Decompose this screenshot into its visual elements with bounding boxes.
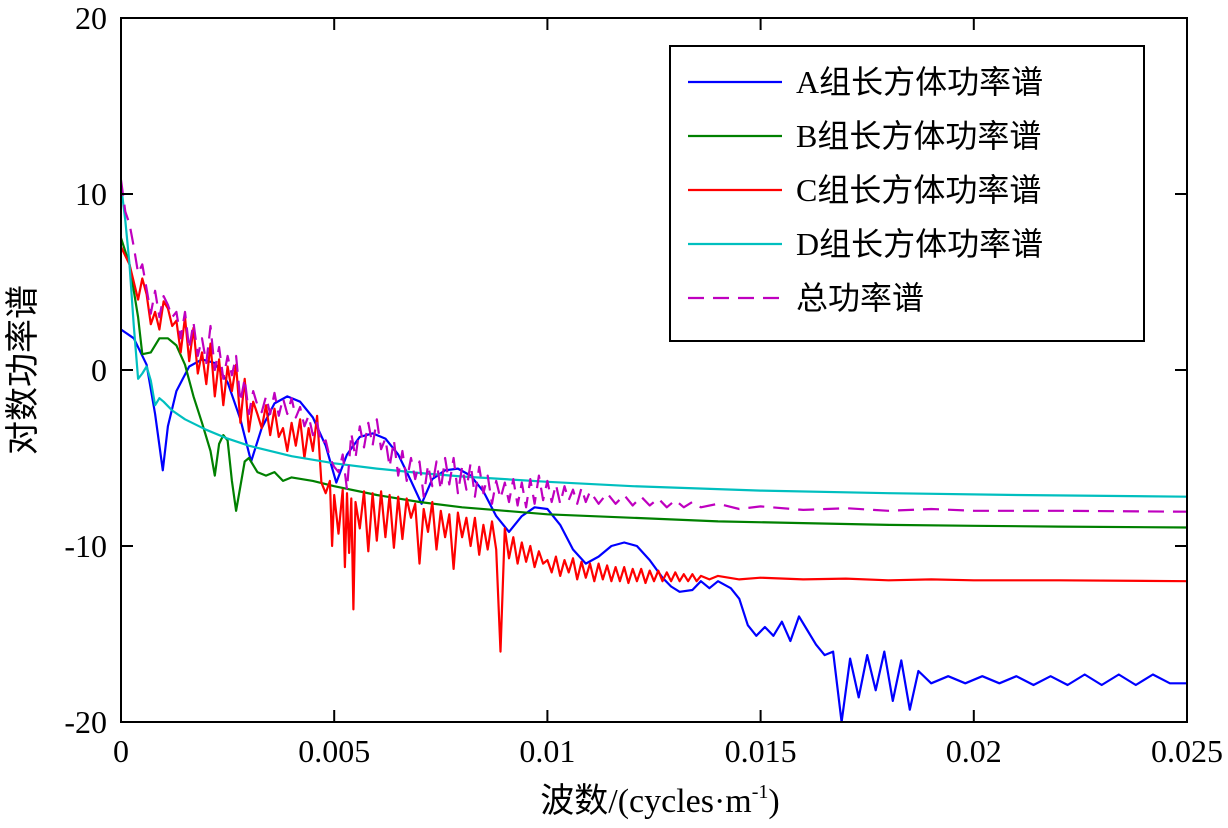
legend-label-2: B组长方体功率谱: [796, 118, 1041, 154]
x-axis-title: 波数/(cycles·m-1): [540, 781, 780, 820]
series-line-5: [121, 179, 1187, 513]
x-tick-label: 0: [113, 733, 129, 769]
x-axis-title-main: 波数/(cycles·m: [540, 782, 752, 820]
legend-label-3: C组长方体功率谱: [796, 172, 1041, 208]
x-tick-label: 0.025: [1151, 733, 1223, 769]
x-tick-label: 0.015: [725, 733, 797, 769]
y-tick-label: 10: [75, 176, 107, 212]
y-tick-label: 20: [75, 0, 107, 36]
x-axis-title-superscript: -1: [752, 781, 769, 803]
y-axis-title: 对数功率谱: [4, 285, 42, 455]
x-tick-label: 0.01: [519, 733, 575, 769]
series-line-2: [121, 237, 1187, 529]
y-tick-label: 0: [91, 352, 107, 388]
x-tick-label: 0.02: [946, 733, 1002, 769]
x-axis-title-close: ): [768, 783, 779, 820]
legend-label-1: A组长方体功率谱: [796, 64, 1043, 100]
y-tick-label: -10: [64, 528, 107, 564]
series-layer: [121, 179, 1187, 722]
y-tick-label: -20: [64, 704, 107, 740]
series-line-4: [121, 185, 1187, 498]
series-line-3: [121, 246, 1187, 653]
legend-box: [669, 45, 1145, 342]
series-line-1: [121, 328, 1187, 722]
axis-ticks: [120, 17, 1188, 723]
axis-tick-labels: 0 0.005 0.01 0.015 0.02 0.025 -20 -10 0 10 20: [64, 0, 1223, 769]
legend-label-5: 总功率谱: [796, 280, 924, 316]
x-tick-label: 0.005: [298, 733, 370, 769]
legend-label-4: D组长方体功率谱: [796, 226, 1043, 262]
